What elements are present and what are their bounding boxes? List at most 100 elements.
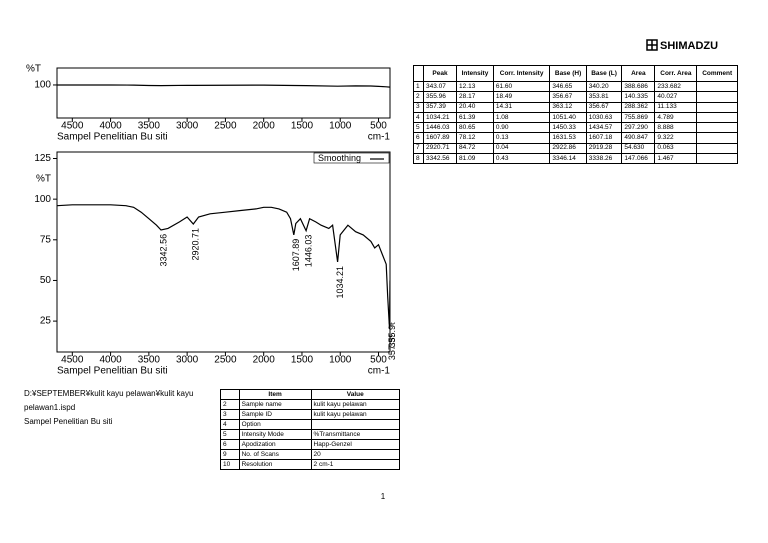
table-cell: 1607.18 xyxy=(585,132,623,144)
spectrum-line xyxy=(57,84,390,88)
table-cell: Resolution xyxy=(238,459,312,470)
peak-table: Peak Intensity Corr. Intensity Base (H) Base… xyxy=(413,65,738,165)
table-cell: 233.682 xyxy=(654,80,698,93)
x-tick-label: 1000 xyxy=(329,355,352,366)
table-cell xyxy=(696,142,738,155)
table-row: 8 3342.56 81.09 0.43 3346.14 3338.26 147.066 1.… xyxy=(413,153,738,165)
table-cell: 388.686 xyxy=(621,80,656,93)
header-cell xyxy=(220,389,240,400)
table-cell: Intensity Mode xyxy=(238,429,312,440)
table-row: 4 Option xyxy=(220,419,401,430)
table-row: 1 343.07 12.13 61.60 346.65 340.20 388.686 233.… xyxy=(413,80,738,93)
table-row: 4 1034.21 61.39 1.08 1051.40 1030.63 755.869 4.… xyxy=(413,111,738,124)
table-cell: Option xyxy=(238,419,312,430)
table-row: 5 1446.03 80.65 0.90 1450.33 1434.57 297.290 8.… xyxy=(413,122,738,134)
table-cell: 5 xyxy=(220,429,240,440)
file-comment: Sampel Penelitian Bu siti xyxy=(24,417,113,426)
table-cell: 40.027 xyxy=(654,91,698,103)
table-row: 2 Sample name kulit kayu pelawan xyxy=(220,399,401,410)
table-cell: 1434.57 xyxy=(585,122,623,134)
table-cell: 1030.63 xyxy=(585,111,623,124)
y-tick-label: 100 xyxy=(34,194,51,205)
plot-frame xyxy=(56,67,391,119)
table-cell: 2919.28 xyxy=(585,142,623,155)
header-cell: Base (L) xyxy=(585,65,623,82)
table-cell: 297.290 xyxy=(621,122,656,134)
header-cell xyxy=(413,65,424,82)
table-cell: 20 xyxy=(310,449,401,460)
table-cell: 4 xyxy=(220,419,240,430)
x-tick-label: 4000 xyxy=(99,121,122,132)
header-cell: Base (H) xyxy=(549,65,587,82)
x-tick-label: 3000 xyxy=(176,121,199,132)
table-cell: 54.630 xyxy=(621,142,656,155)
peak-label: 1034.21 xyxy=(335,266,345,299)
x-axis-label: Sampel Penelitian Bu siti xyxy=(57,132,168,143)
x-tick-label: 3500 xyxy=(138,121,161,132)
header-cell: Corr. Intensity xyxy=(492,65,551,82)
table-row: 5 Intensity Mode %Transmittance xyxy=(220,429,401,440)
y-tick-label: 75 xyxy=(40,234,52,245)
table-cell: 755.869 xyxy=(621,111,656,124)
peak-label: 1607.89 xyxy=(291,239,301,272)
plot-frame xyxy=(56,151,391,353)
y-axis-label: %T xyxy=(36,174,51,185)
table-cell: 356.67 xyxy=(585,101,623,113)
table-cell: %Transmittance xyxy=(310,429,401,440)
x-tick-label: 2500 xyxy=(214,121,237,132)
table-row: 3 357.39 20.40 14.31 363.12 356.67 288.362 11.1… xyxy=(413,101,738,113)
table-cell xyxy=(310,419,401,430)
peak-label: 2920.71 xyxy=(191,228,201,261)
table-cell: 353.81 xyxy=(585,91,623,103)
table-cell: 1607.89 xyxy=(422,132,458,144)
table-cell: 1.467 xyxy=(654,153,698,165)
table-cell: 18.49 xyxy=(492,91,551,103)
table-cell: 10 xyxy=(220,459,240,470)
table-cell xyxy=(696,153,738,165)
table-cell: 84.72 xyxy=(456,142,494,155)
table-cell: 8.888 xyxy=(654,122,698,134)
table-cell: 2 xyxy=(413,91,424,103)
table-cell: 1051.40 xyxy=(549,111,587,124)
logo: SHIMADZU xyxy=(646,39,718,52)
table-cell: Apodization xyxy=(238,439,312,450)
header-row: Item Value xyxy=(220,389,401,400)
x-tick-label: 500 xyxy=(370,355,387,366)
table-cell: 0.063 xyxy=(654,142,698,155)
table-cell: 490.847 xyxy=(621,132,656,144)
y-tick-label: 25 xyxy=(40,316,52,327)
table-cell: 11.133 xyxy=(654,101,698,113)
table-cell: 2922.86 xyxy=(549,142,587,155)
table-cell: 357.39 xyxy=(422,101,458,113)
table-cell: 3338.26 xyxy=(585,153,623,165)
table-cell: 0.43 xyxy=(492,153,551,165)
table-cell: 343.07 xyxy=(422,80,458,93)
x-tick-label: 4500 xyxy=(61,355,84,366)
table-cell: 346.65 xyxy=(549,80,587,93)
table-cell: 6 xyxy=(413,132,424,144)
table-row: 10 Resolution 2 cm-1 xyxy=(220,459,401,470)
table-row: 9 No. of Scans 20 xyxy=(220,449,401,460)
x-tick-label: 2000 xyxy=(253,355,276,366)
table-cell xyxy=(696,80,738,93)
table-cell: 147.066 xyxy=(621,153,656,165)
table-cell: 288.362 xyxy=(621,101,656,113)
table-cell: Sample ID xyxy=(238,409,312,420)
table-row: 2 355.96 28.17 18.49 356.67 353.81 140.335 40.0… xyxy=(413,91,738,103)
y-tick-label: 100 xyxy=(34,80,51,91)
table-cell: 3346.14 xyxy=(549,153,587,165)
header-cell: Item xyxy=(238,389,312,400)
x-axis-unit: cm-1 xyxy=(368,366,391,377)
table-cell xyxy=(696,122,738,134)
table-cell: 355.96 xyxy=(422,91,458,103)
table-cell: 4.789 xyxy=(654,111,698,124)
table-row: 6 1607.89 78.12 0.13 1631.53 1607.18 490.847 9.… xyxy=(413,132,738,144)
table-cell: 140.335 xyxy=(621,91,656,103)
table-cell: 81.09 xyxy=(456,153,494,165)
table-cell: 3342.56 xyxy=(422,153,458,165)
x-tick-label: 3000 xyxy=(176,355,199,366)
table-cell: 0.13 xyxy=(492,132,551,144)
peak-label: 355.96 xyxy=(387,320,397,348)
table-cell: 356.67 xyxy=(549,91,587,103)
